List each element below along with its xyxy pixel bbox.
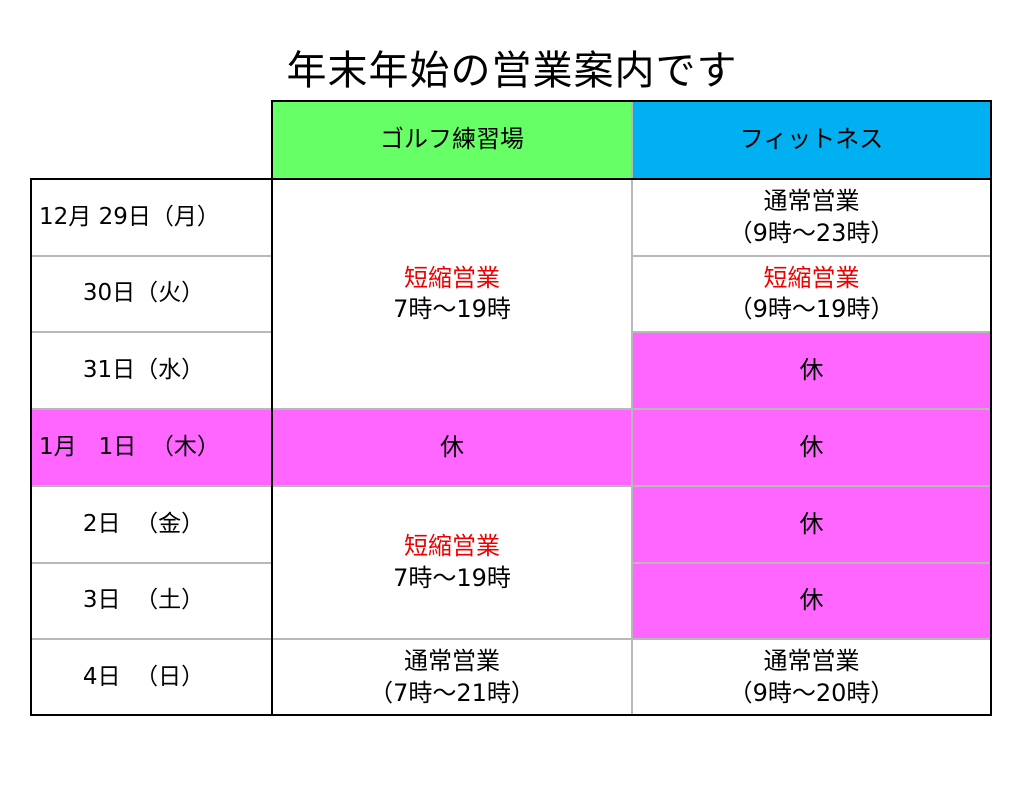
date-jan4: 4日 （日） xyxy=(30,639,272,716)
table-border xyxy=(30,178,32,716)
date-label: 4日 （日） xyxy=(39,663,205,690)
table-border xyxy=(30,178,992,180)
date-label: 12月 29日（月） xyxy=(39,203,220,230)
fitness-jan4: 通常営業 （9時～20時） xyxy=(632,639,991,716)
date-label: 1月 1日 （木） xyxy=(39,433,220,460)
fitness-status: 短縮営業 xyxy=(763,263,860,292)
fitness-closed: 休 xyxy=(799,355,824,384)
table-border xyxy=(30,714,992,716)
golf-hours: 7時～19時 xyxy=(393,295,511,323)
table-border xyxy=(990,100,992,716)
fitness-hours: （9時～20時） xyxy=(728,678,895,707)
table-border xyxy=(271,100,273,716)
date-jan1: 1月 1日 （木） xyxy=(30,409,272,486)
golf-status: 短縮営業 xyxy=(404,532,500,561)
fitness-closed: 休 xyxy=(799,586,824,615)
fitness-jan1: 休 xyxy=(632,409,991,486)
golf-status: 短縮営業 xyxy=(404,263,500,292)
golf-hours: （7時～21時） xyxy=(369,678,535,707)
fitness-closed: 休 xyxy=(799,509,824,538)
golf-closed: 休 xyxy=(440,432,464,461)
date-label: 31日（水） xyxy=(39,356,205,383)
date-label: 30日（火） xyxy=(39,280,205,307)
header-golf-label: ゴルフ練習場 xyxy=(380,125,524,154)
date-dec29: 12月 29日（月） xyxy=(30,179,272,256)
fitness-dec30: 短縮営業 （9時～19時） xyxy=(632,256,991,332)
header-fitness-label: フィットネス xyxy=(739,125,884,154)
golf-jan4: 通常営業 （7時～21時） xyxy=(272,639,632,716)
fitness-dec31: 休 xyxy=(632,332,991,409)
fitness-dec29: 通常営業 （9時～23時） xyxy=(632,179,991,256)
fitness-hours: （9時～23時） xyxy=(728,218,895,247)
golf-dec29-31: 短縮営業 7時～19時 xyxy=(272,179,632,409)
date-jan2: 2日 （金） xyxy=(30,486,272,563)
date-label: 2日 （金） xyxy=(39,510,205,537)
header-fitness: フィットネス xyxy=(632,101,991,179)
golf-status: 通常営業 xyxy=(404,647,500,676)
golf-hours: 7時～19時 xyxy=(393,563,511,592)
date-label: 3日 （土） xyxy=(39,587,205,614)
fitness-status: 通常営業 xyxy=(763,187,860,216)
fitness-hours: （9時～19時） xyxy=(728,295,895,323)
golf-jan1: 休 xyxy=(272,409,632,486)
fitness-status: 通常営業 xyxy=(763,647,860,676)
date-jan3: 3日 （土） xyxy=(30,563,272,639)
table-border xyxy=(271,100,992,102)
date-dec31: 31日（水） xyxy=(30,332,272,409)
fitness-jan2: 休 xyxy=(632,486,991,563)
fitness-closed: 休 xyxy=(799,432,824,461)
header-golf: ゴルフ練習場 xyxy=(272,101,632,179)
page-title: 年末年始の営業案内です xyxy=(286,48,738,94)
date-dec30: 30日（火） xyxy=(30,256,272,332)
golf-jan2-3: 短縮営業 7時～19時 xyxy=(272,486,632,639)
fitness-jan3: 休 xyxy=(632,563,991,639)
